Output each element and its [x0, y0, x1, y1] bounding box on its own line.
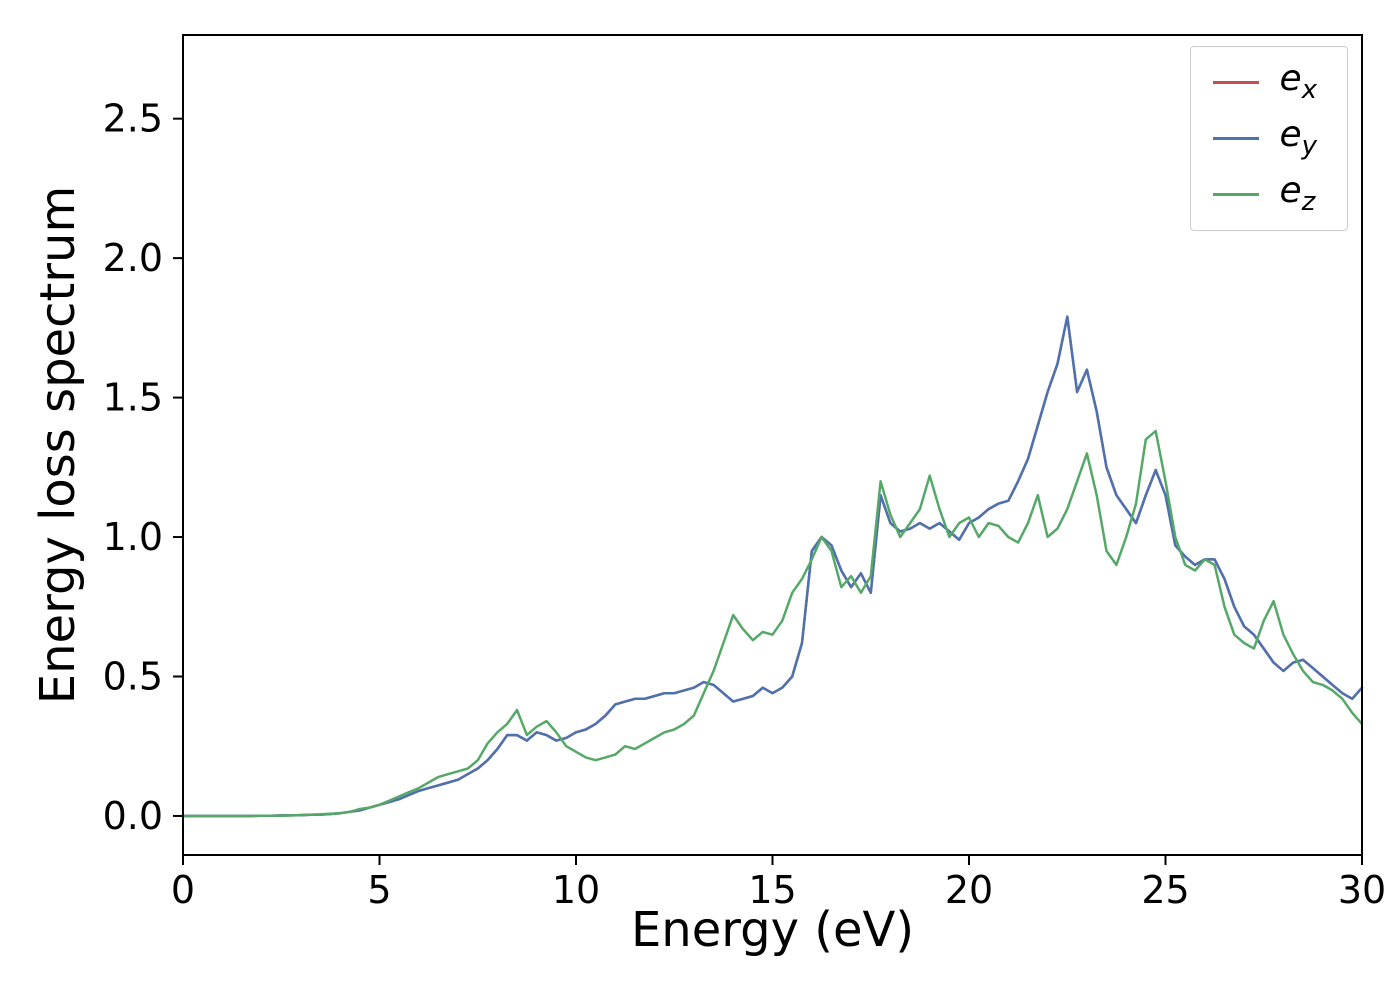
- y-tick-label: 1.0: [103, 515, 163, 559]
- legend-line-swatch-e_y: [1213, 136, 1260, 140]
- legend-label-e_z: ez: [1279, 170, 1316, 218]
- x-tick-label: 0: [171, 868, 195, 912]
- series-line-e_x: [181, 315, 1364, 818]
- y-tick-label: 0.5: [103, 654, 163, 698]
- legend: ex ey ez: [1190, 46, 1348, 231]
- x-tick-label: 20: [945, 868, 993, 912]
- x-tick-label: 10: [552, 868, 600, 912]
- y-tick-label: 2.0: [103, 236, 163, 280]
- x-tick-label: 15: [748, 868, 796, 912]
- legend-label-e_y: ey: [1279, 114, 1317, 162]
- x-axis-label: Energy (eV): [630, 902, 915, 958]
- x-tick-label: 30: [1338, 868, 1386, 912]
- y-tick-label: 2.5: [103, 97, 163, 141]
- y-tick-label: 0.0: [103, 794, 163, 838]
- legend-item-e_x: ex: [1213, 58, 1317, 106]
- x-tick-label: 25: [1141, 868, 1189, 912]
- series-line-e_z: [181, 429, 1364, 818]
- series-line-e_y: [181, 315, 1364, 818]
- axes-frame: [182, 34, 1363, 856]
- legend-line-swatch-e_z: [1213, 192, 1260, 196]
- legend-item-e_z: ez: [1213, 170, 1317, 218]
- x-tick-label: 5: [367, 868, 391, 912]
- legend-line-swatch-e_x: [1213, 80, 1260, 84]
- legend-item-e_y: ey: [1213, 117, 1317, 159]
- legend-label-e_x: ex: [1279, 58, 1317, 106]
- y-axis-label: Energy loss spectrum: [30, 185, 86, 705]
- y-tick-label: 1.5: [103, 376, 163, 420]
